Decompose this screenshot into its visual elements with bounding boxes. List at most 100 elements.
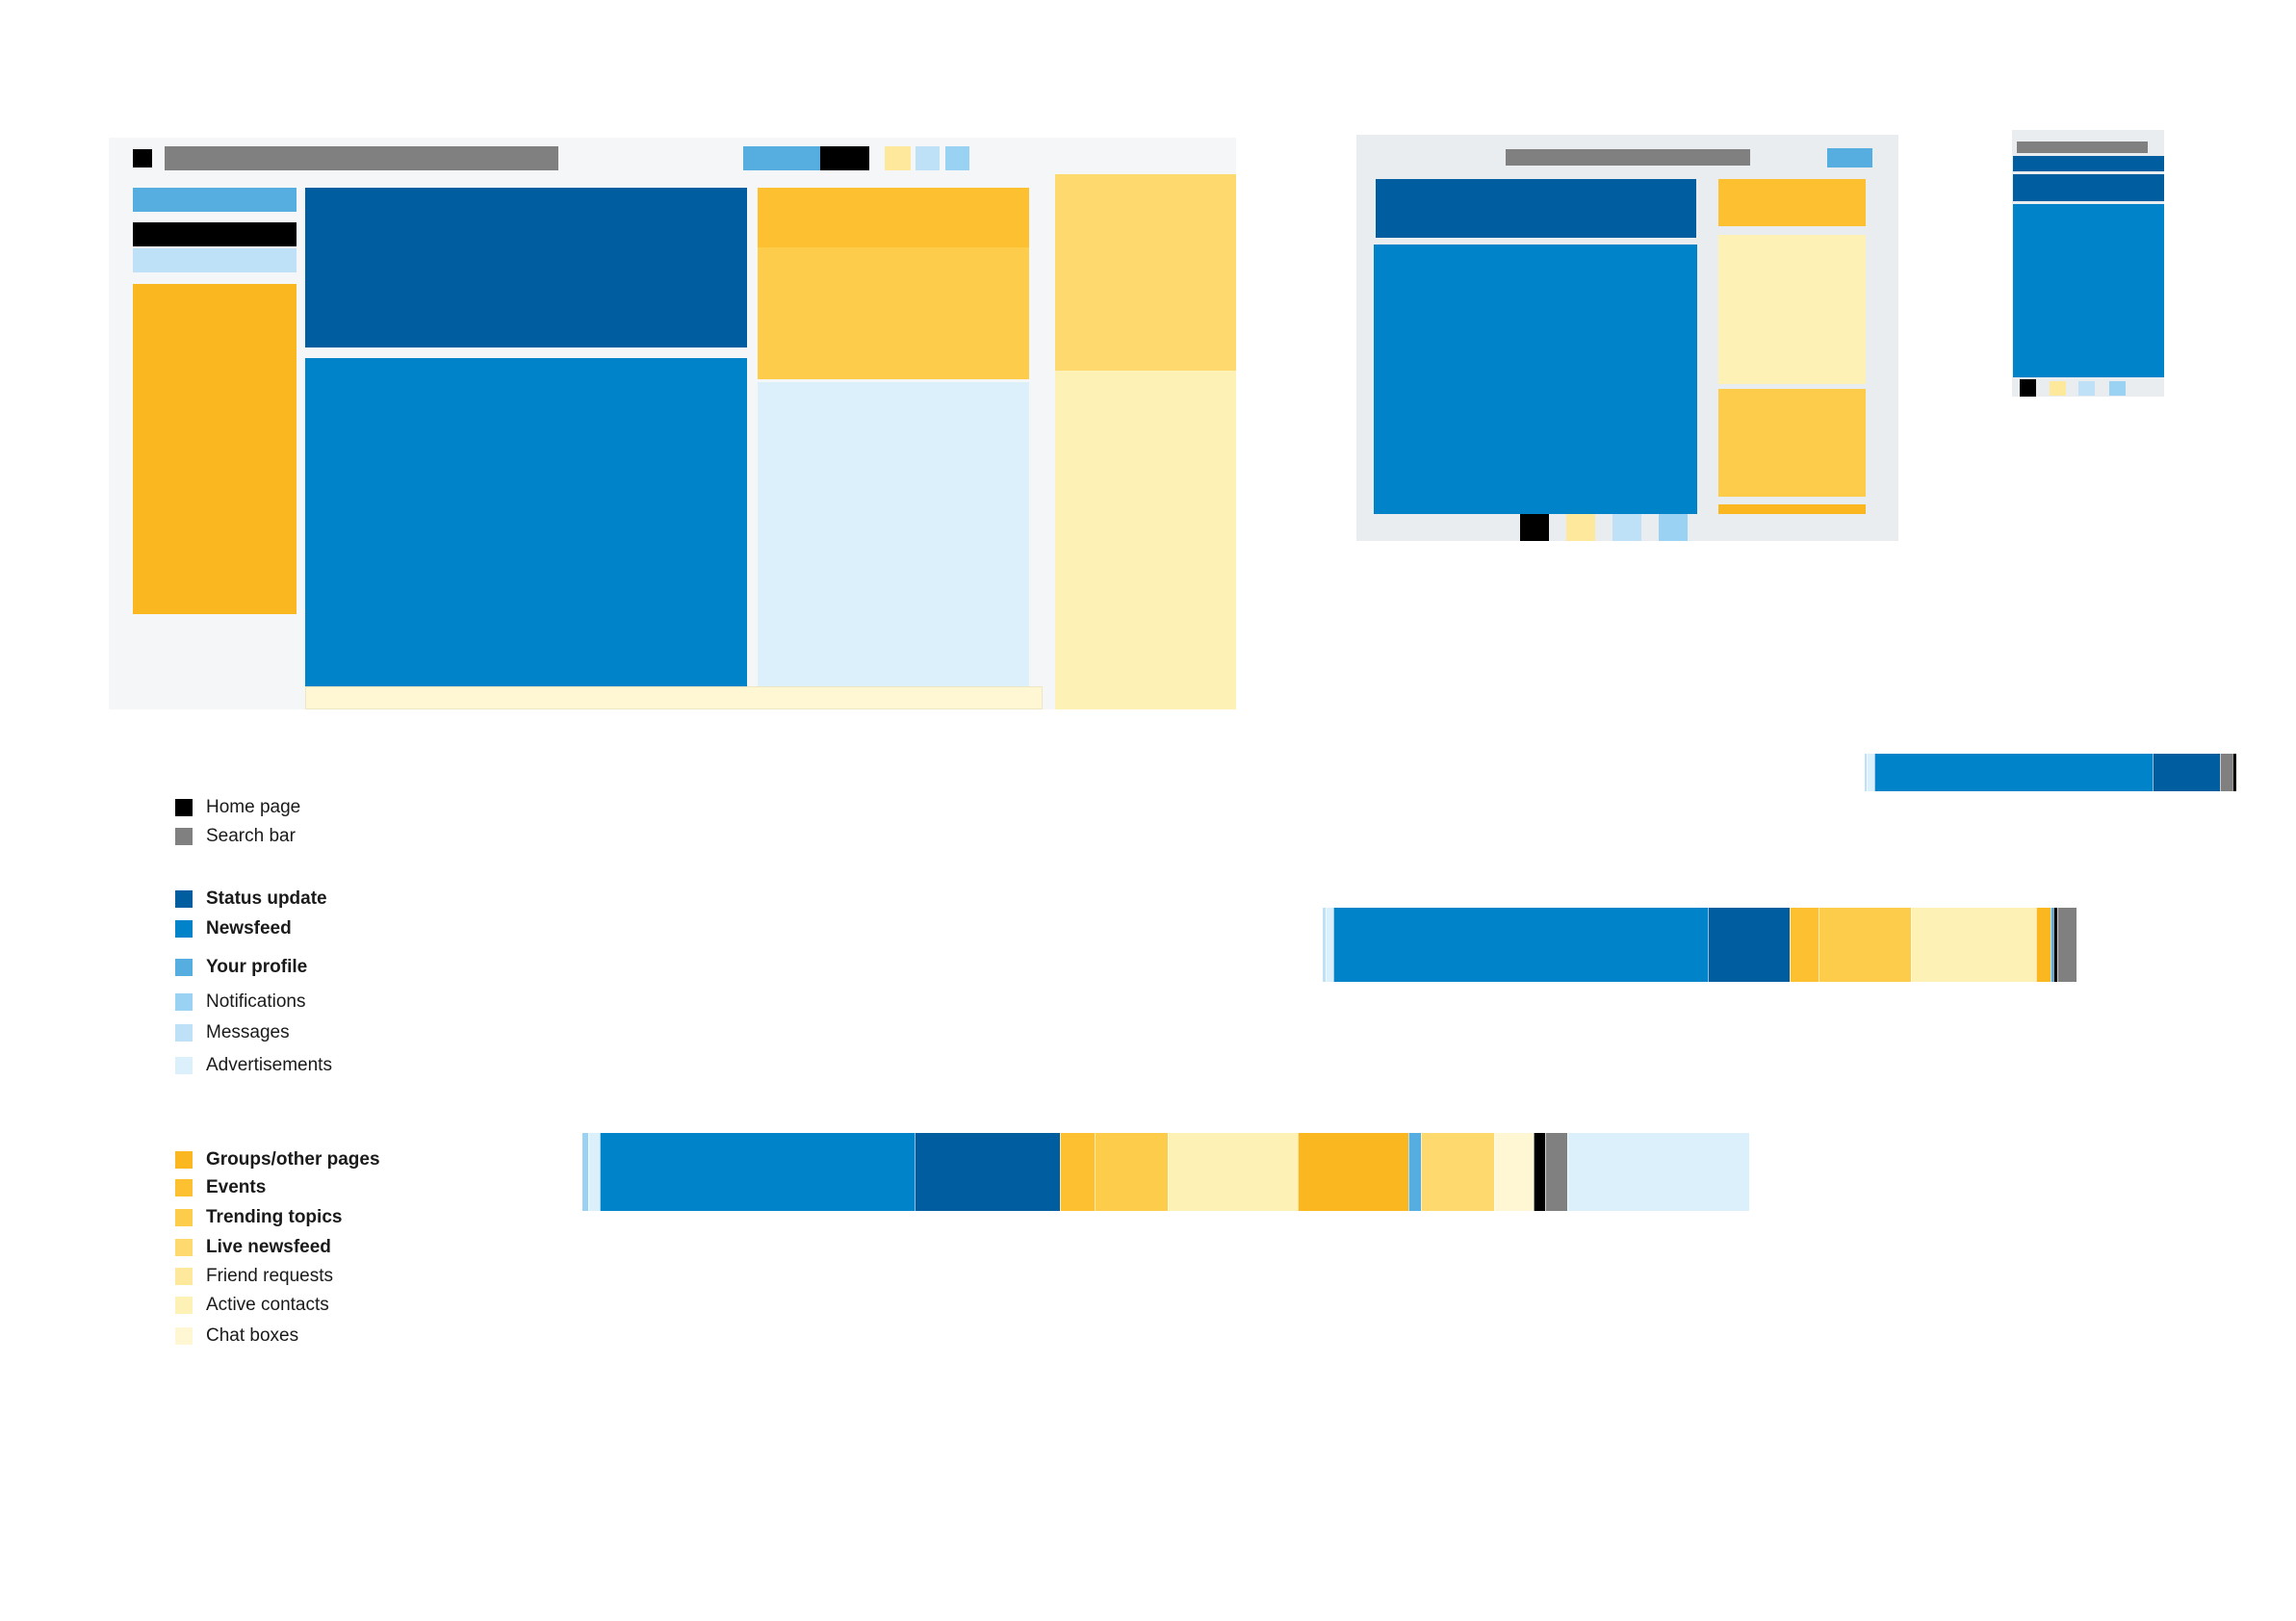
legend-item-your-profile: Your profile	[175, 957, 307, 978]
mobile-home-page-icon	[2020, 379, 2036, 397]
legend-label: Chat boxes	[206, 1325, 299, 1346]
desktop-advertisements	[758, 382, 1029, 686]
mobile-bar-segment-home-page	[2232, 754, 2236, 791]
tablet-home-page-icon	[1520, 514, 1549, 541]
legend-item-notifications: Notifications	[175, 991, 306, 1013]
legend-item-newsfeed: Newsfeed	[175, 918, 292, 939]
desktop-home-page	[133, 149, 152, 167]
legend-swatch	[175, 993, 193, 1011]
legend-label: Live newsfeed	[206, 1237, 331, 1257]
legend-item-status-update: Status update	[175, 888, 327, 910]
tablet-bar-segment-trending-topics	[1819, 908, 1912, 982]
tablet-status-update	[1376, 179, 1696, 238]
tablet-bar-segment-groups-other-pages	[2036, 908, 2051, 982]
desktop-your-profile-top	[743, 146, 820, 170]
legend-item-live-newsfeed: Live newsfeed	[175, 1237, 331, 1258]
mobile-bar-segment-advertisements	[1866, 754, 1874, 791]
legend-swatch	[175, 1057, 193, 1074]
mobile-bar-segment-status-update	[2153, 754, 2220, 791]
legend-label: Messages	[206, 1022, 290, 1042]
desktop-status-update	[305, 188, 747, 347]
desktop-newsfeed	[305, 358, 747, 686]
tablet-newsfeed	[1374, 244, 1697, 514]
desktop-share-bar	[582, 1133, 1749, 1211]
desktop-home-page-nav	[133, 222, 297, 246]
desktop-bar-segment-home-page	[1533, 1133, 1545, 1211]
tablet-groups-other-pages	[1718, 504, 1866, 514]
desktop-bar-segment-advertisements	[588, 1133, 601, 1211]
tablet-events	[1718, 179, 1866, 226]
mobile-bar-segment-newsfeed	[1873, 754, 2154, 791]
tablet-bar-segment-newsfeed	[1332, 908, 1709, 982]
tablet-bar-segment-advertisements	[1326, 908, 1333, 982]
legend-swatch	[175, 920, 193, 938]
desktop-events	[758, 188, 1029, 247]
mobile-friend-requests-icon	[2050, 381, 2066, 396]
desktop-home-page-top	[820, 146, 869, 170]
desktop-notifications-icon	[945, 146, 969, 170]
mobile-status-update-1	[2013, 156, 2164, 171]
legend-swatch	[175, 1024, 193, 1042]
tablet-trending-topics	[1718, 389, 1866, 497]
legend-label: Friend requests	[206, 1266, 334, 1286]
tablet-share-bar	[1323, 908, 2077, 982]
legend-item-advertisements: Advertisements	[175, 1055, 332, 1076]
tablet-bar-segment-messages	[1323, 908, 1327, 982]
legend-label: Active contacts	[206, 1295, 329, 1315]
legend-label: Search bar	[206, 826, 296, 846]
legend-label: Status update	[206, 888, 327, 909]
tablet-notifications-icon	[1659, 514, 1688, 541]
legend-swatch	[175, 1209, 193, 1226]
desktop-chat-boxes	[305, 686, 1043, 709]
desktop-friend-requests-icon	[885, 146, 911, 170]
tablet-messages-icon	[1612, 514, 1641, 541]
legend-swatch	[175, 799, 193, 816]
mobile-bar-segment-messages	[1865, 754, 1867, 791]
legend-label: Your profile	[206, 957, 308, 977]
desktop-messages-icon	[916, 146, 940, 170]
legend-item-events: Events	[175, 1177, 266, 1198]
desktop-live-newsfeed	[1055, 174, 1236, 371]
tablet-bar-segment-active-contacts	[1911, 908, 2037, 982]
desktop-bar-segment-advertisements	[1566, 1133, 1749, 1211]
legend-swatch	[175, 1239, 193, 1256]
desktop-messages-nav	[133, 248, 297, 272]
tablet-bar-segment-your-profile	[2051, 908, 2054, 982]
mobile-bar-segment-search-bar	[2219, 754, 2233, 791]
legend-item-friend-requests: Friend requests	[175, 1266, 333, 1287]
legend-swatch	[175, 1179, 193, 1196]
mobile-newsfeed	[2013, 204, 2164, 377]
tablet-bar-segment-home-page	[2053, 908, 2057, 982]
tablet-bar-segment-search-bar	[2056, 908, 2077, 982]
legend-item-chat-boxes: Chat boxes	[175, 1325, 298, 1347]
legend-item-trending-topics: Trending topics	[175, 1207, 342, 1228]
tablet-active-contacts	[1718, 235, 1866, 384]
legend-label: Trending topics	[206, 1207, 343, 1227]
mobile-status-update-2	[2013, 174, 2164, 201]
legend-label: Events	[206, 1177, 267, 1197]
legend-item-home-page: Home page	[175, 797, 300, 818]
tablet-search-bar	[1506, 149, 1750, 166]
desktop-bar-segment-your-profile	[1408, 1133, 1422, 1211]
tablet-bar-segment-status-update	[1708, 908, 1791, 982]
desktop-bar-segment-notifications	[582, 1133, 589, 1211]
legend-swatch	[175, 1268, 193, 1285]
desktop-bar-segment-status-update	[915, 1133, 1060, 1211]
desktop-bar-segment-groups-other-pages	[1297, 1133, 1409, 1211]
desktop-trending-topics	[758, 247, 1029, 379]
legend-swatch	[175, 1327, 193, 1345]
tablet-friend-requests-icon	[1566, 514, 1595, 541]
mobile-search-bar	[2017, 142, 2148, 153]
legend-label: Groups/other pages	[206, 1149, 380, 1170]
mobile-notifications-icon	[2109, 381, 2126, 396]
legend-item-search-bar: Search bar	[175, 826, 296, 847]
legend-swatch	[175, 1151, 193, 1169]
legend-swatch	[175, 959, 193, 976]
mobile-messages-icon	[2078, 381, 2095, 396]
legend-label: Notifications	[206, 991, 306, 1012]
desktop-active-contacts	[1055, 371, 1236, 709]
legend-swatch	[175, 828, 193, 845]
tablet-bar-segment-events	[1790, 908, 1819, 982]
legend-label: Newsfeed	[206, 918, 292, 939]
desktop-bar-segment-live-newsfeed	[1421, 1133, 1494, 1211]
